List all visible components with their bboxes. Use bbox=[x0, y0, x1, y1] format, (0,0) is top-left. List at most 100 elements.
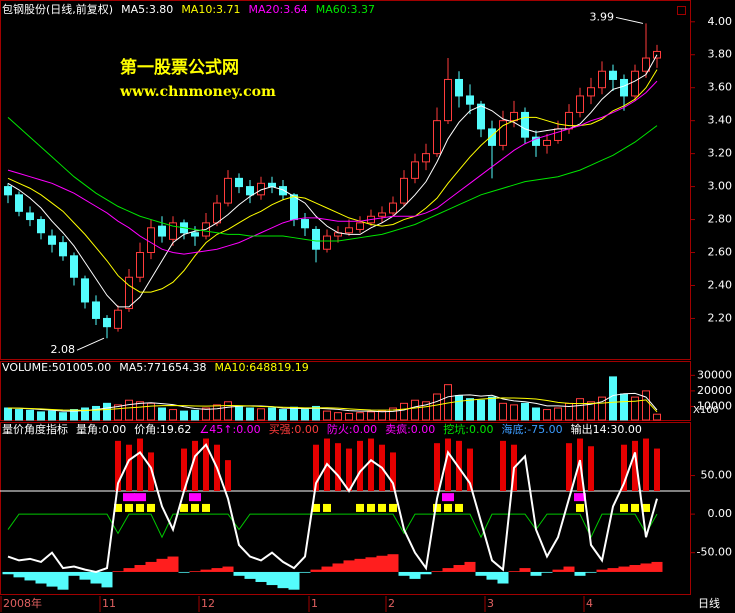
signal-bar bbox=[588, 446, 594, 491]
x-tick-label: 2 bbox=[388, 597, 395, 610]
base-bar bbox=[497, 571, 509, 584]
yellow-signal bbox=[125, 503, 133, 512]
base-bar bbox=[332, 563, 344, 572]
indicator-value: ∠45↑:0.00 bbox=[199, 423, 260, 436]
x-tick-label: 4 bbox=[586, 597, 593, 610]
base-bar bbox=[321, 566, 333, 572]
indicator-value: 防火:0.00 bbox=[327, 422, 377, 436]
candle-body bbox=[565, 111, 573, 130]
indicator-value: 卖疯:0.00 bbox=[385, 422, 435, 436]
volume-bar bbox=[125, 399, 133, 421]
base-bar bbox=[596, 569, 608, 572]
volume-bar bbox=[81, 407, 89, 421]
y-tick-label: 10000 bbox=[697, 399, 732, 412]
volume-bar bbox=[455, 395, 463, 421]
yellow-signal bbox=[136, 503, 144, 512]
base-bar bbox=[90, 571, 102, 584]
green-line bbox=[7, 513, 658, 539]
volume-bar bbox=[70, 409, 78, 421]
price-panel bbox=[0, 0, 691, 360]
signal-bar bbox=[313, 444, 319, 491]
volume-bar bbox=[554, 407, 562, 421]
y-tick-label: 0.00 bbox=[708, 507, 733, 520]
volume-bar bbox=[587, 401, 595, 421]
x-tick-label: 11 bbox=[102, 597, 116, 610]
candle-body bbox=[169, 222, 177, 240]
yellow-signal bbox=[202, 503, 210, 512]
magenta-signal bbox=[189, 493, 201, 502]
volume-bar bbox=[422, 401, 430, 421]
signal-bar bbox=[115, 440, 121, 491]
signal-bar bbox=[335, 443, 341, 491]
ma-line bbox=[7, 54, 658, 308]
indicator-value: 量角:0.00 bbox=[76, 423, 126, 436]
legend-entry: MA5:3.80 bbox=[121, 3, 173, 16]
volume-bar bbox=[279, 409, 287, 421]
base-bar bbox=[123, 568, 135, 572]
base-bar bbox=[552, 569, 564, 572]
base-bar bbox=[618, 566, 630, 572]
volume-bar bbox=[158, 407, 166, 421]
base-bar bbox=[68, 571, 80, 576]
candle-body bbox=[521, 111, 529, 138]
y-tick-label: 2.60 bbox=[708, 246, 733, 259]
candle-body bbox=[587, 87, 595, 97]
watermark: www.chnmoney.com bbox=[119, 84, 276, 100]
base-bar bbox=[574, 571, 586, 576]
volume-bar bbox=[136, 401, 144, 421]
base-bar bbox=[442, 568, 454, 572]
magenta-signal bbox=[123, 493, 135, 502]
volume-bar bbox=[400, 402, 408, 421]
yellow-signal bbox=[631, 503, 639, 512]
candle-body bbox=[136, 252, 144, 278]
candle-body bbox=[345, 227, 353, 234]
base-bar bbox=[167, 556, 179, 572]
volume-bar bbox=[290, 406, 298, 421]
volume-bar bbox=[609, 376, 617, 421]
candle-body bbox=[114, 309, 122, 329]
yellow-signal bbox=[444, 503, 452, 512]
volume-bar bbox=[180, 410, 188, 421]
base-bar bbox=[156, 558, 168, 572]
volume-bar bbox=[521, 402, 529, 421]
volume-bar bbox=[147, 402, 155, 421]
candle-body bbox=[37, 219, 45, 234]
candle-body bbox=[301, 219, 309, 229]
candle-body bbox=[70, 255, 78, 278]
base-bar bbox=[200, 569, 212, 572]
base-bar bbox=[376, 555, 388, 572]
volume-bar bbox=[92, 405, 100, 421]
yellow-signal bbox=[620, 503, 628, 512]
candle-body bbox=[576, 95, 584, 113]
candle-body bbox=[235, 177, 243, 188]
candle-body bbox=[389, 202, 397, 214]
yellow-signal bbox=[356, 503, 364, 512]
annotation: 2.08 bbox=[51, 343, 76, 356]
x-tick-label: 2008年 bbox=[3, 596, 42, 610]
ma-line bbox=[7, 116, 658, 242]
x-tick-label: 1 bbox=[311, 597, 318, 610]
candle-body bbox=[125, 276, 133, 310]
unit-label: X100 bbox=[693, 405, 719, 416]
y-tick-label: 2.40 bbox=[708, 278, 733, 291]
signal-bar bbox=[643, 438, 649, 491]
base-bar bbox=[585, 571, 597, 573]
watermark: 第一股票公式网 bbox=[120, 57, 239, 78]
volume-bar bbox=[26, 409, 34, 421]
candle-body bbox=[356, 222, 364, 230]
volume-bar bbox=[367, 411, 375, 421]
y-tick-label: 4.00 bbox=[708, 15, 733, 28]
candle-body bbox=[26, 212, 34, 221]
annotation: 3.99 bbox=[590, 10, 615, 23]
base-bar bbox=[519, 568, 531, 572]
candle-body bbox=[433, 120, 441, 155]
window-button[interactable] bbox=[677, 6, 686, 15]
volume-bar bbox=[499, 402, 507, 421]
base-bar bbox=[211, 568, 223, 572]
volume-bar bbox=[345, 412, 353, 421]
candle-body bbox=[466, 95, 474, 105]
candle-body bbox=[246, 186, 254, 196]
volume-bar bbox=[532, 407, 540, 421]
legend-entry: MA60:3.37 bbox=[316, 3, 375, 16]
candle-body bbox=[323, 235, 331, 250]
